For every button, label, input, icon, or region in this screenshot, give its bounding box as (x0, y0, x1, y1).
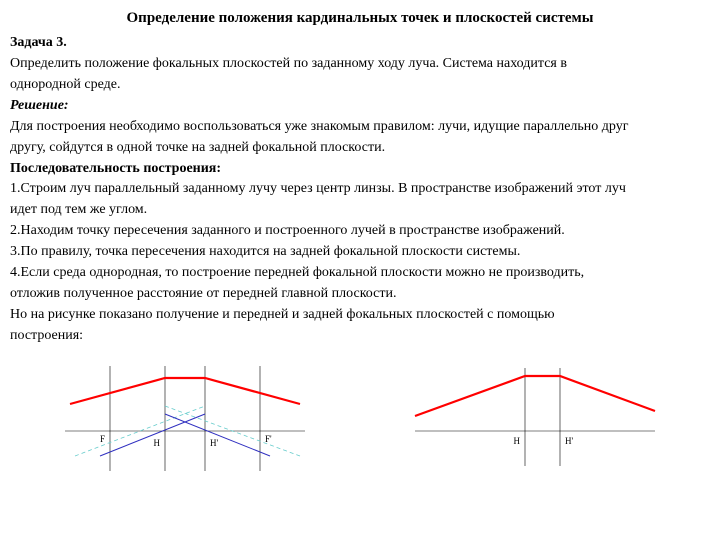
diagram-right: H H' (405, 356, 665, 476)
step1a: 1.Строим луч параллельный заданному лучу… (10, 180, 710, 199)
diagram-left: F H H' F' (55, 356, 315, 476)
step3: 3.По правилу, точка пересечения находитс… (10, 243, 710, 262)
sequence-label: Последовательность построения: (10, 161, 221, 176)
step2: 2.Находим точку пересечения заданного и … (10, 222, 710, 241)
label2-H: H (514, 436, 521, 446)
task-label: Задача 3. (10, 35, 67, 50)
note-line2: построения: (10, 327, 710, 346)
solution-text-line2: другу, сойдутся в одной точке на задней … (10, 139, 710, 158)
label2-Hp: H' (565, 436, 573, 446)
task-text-line2: однородной среде. (10, 76, 710, 95)
step1b: идет под тем же углом. (10, 201, 710, 220)
label-Fp: F' (265, 434, 272, 444)
note-line1: Но на рисунке показано получение и перед… (10, 306, 710, 325)
solution-label: Решение: (10, 98, 69, 113)
label-Hp: H' (210, 438, 218, 448)
solution-text-line1: Для построения необходимо воспользоватьс… (10, 118, 710, 137)
task-text-line1: Определить положение фокальных плоскосте… (10, 55, 710, 74)
diagrams-container: F H H' F' H H' (10, 356, 710, 476)
step4a: 4.Если среда однородная, то построение п… (10, 264, 710, 283)
step4b: отложив полученное расстояние от передне… (10, 285, 710, 304)
page-title: Определение положения кардинальных точек… (10, 8, 710, 28)
label-H: H (154, 438, 161, 448)
label-F: F (100, 434, 105, 444)
